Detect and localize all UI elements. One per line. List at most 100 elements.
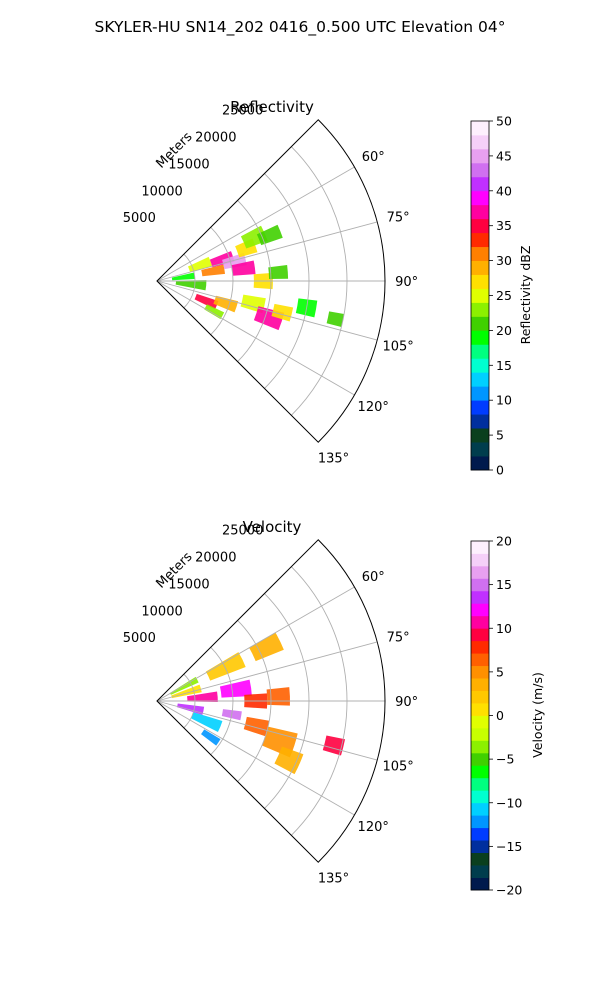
range-tick-label: 20000 (195, 131, 236, 146)
reflectivity-colorbar-label: Reflectivity dBZ (518, 246, 533, 345)
colorbar-swatch (471, 765, 489, 779)
colorbar-swatch (471, 442, 489, 457)
colorbar-swatch (471, 827, 489, 841)
radar-cell (171, 272, 195, 281)
colorbar-tick-label: 40 (496, 183, 512, 198)
azimuth-gridline (156, 700, 355, 816)
colorbar-swatch (471, 615, 489, 629)
azimuth-gridline (156, 700, 378, 761)
range-tick-label: 5000 (123, 211, 156, 226)
velocity-colorbar-label: Velocity (m/s) (530, 672, 545, 758)
colorbar-tick-label: 5 (496, 664, 504, 679)
colorbar-swatch (471, 628, 489, 642)
radar-cell (326, 311, 345, 327)
radar-cell (190, 712, 223, 733)
radar-cell (249, 632, 284, 662)
colorbar-swatch (471, 372, 489, 387)
colorbar-swatch (471, 603, 489, 617)
colorbar-swatch (471, 162, 489, 178)
colorbar-tick-label: 20 (496, 534, 512, 549)
colorbar-swatch (471, 176, 489, 192)
azimuth-tick-label: 135° (318, 452, 349, 467)
radar-cell (268, 265, 289, 280)
radar-cell (194, 293, 219, 310)
colorbar-tick-label: −15 (496, 839, 522, 854)
colorbar-tick-label: 30 (496, 253, 512, 268)
colorbar-swatch (471, 752, 489, 766)
figure-suptitle: SKYLER-HU SN14_202 0416_0.500 UTC Elevat… (95, 18, 506, 37)
colorbar-swatch (471, 553, 489, 567)
colorbar-swatch (471, 232, 489, 248)
colorbar-swatch (471, 358, 489, 373)
azimuth-tick-label: 105° (382, 340, 413, 355)
colorbar-swatch (471, 815, 489, 829)
azimuth-tick-label: 135° (318, 872, 349, 887)
colorbar-tick-label: 10 (496, 393, 512, 408)
colorbar-swatch (471, 877, 489, 891)
colorbar-swatch (471, 578, 489, 592)
azimuth-tick-label: 75° (387, 630, 410, 645)
range-tick-label: 10000 (141, 604, 182, 619)
colorbar-swatch (471, 590, 489, 604)
colorbar-swatch (471, 274, 489, 289)
colorbar-tick-label: −20 (496, 883, 522, 898)
radar-cell (271, 303, 294, 322)
colorbar-swatch (471, 386, 489, 401)
azimuth-tick-label: 105° (382, 760, 413, 775)
colorbar-tick-label: 10 (496, 621, 512, 636)
colorbar-swatch (471, 344, 489, 359)
range-tick-label: 15000 (168, 157, 209, 172)
radar-cell (219, 679, 252, 698)
colorbar-swatch (471, 456, 489, 471)
colorbar-tick-label: 50 (496, 114, 512, 129)
colorbar-swatch (471, 316, 489, 331)
azimuth-gridline (156, 280, 355, 396)
colorbar-swatch (471, 400, 489, 415)
colorbar-swatch (471, 204, 489, 220)
radar-cell (322, 735, 346, 756)
colorbar-swatch (471, 190, 489, 206)
azimuth-gridline (156, 641, 378, 702)
colorbar-tick-label: 15 (496, 358, 512, 373)
azimuth-tick-label: 120° (358, 820, 389, 835)
colorbar-swatch (471, 690, 489, 704)
colorbar-swatch (471, 121, 489, 136)
colorbar-swatch (471, 218, 489, 234)
range-tick-label: 25000 (222, 104, 263, 119)
reflectivity-panel: Reflectivity 500010000150002000025000Met… (123, 98, 533, 478)
radar-cell (201, 264, 226, 277)
data-cells (169, 632, 346, 775)
data-cells (171, 224, 345, 331)
azimuth-gridline (156, 280, 378, 341)
colorbar-swatch (471, 715, 489, 729)
colorbar-swatch (471, 246, 489, 261)
azimuth-tick-label: 60° (362, 570, 385, 585)
radar-cell (201, 729, 221, 746)
colorbar-swatch (471, 865, 489, 878)
colorbar-swatch (471, 790, 489, 804)
velocity-colorbar: −20 −15 −10 −5 0 5 10 15 20 (470, 534, 522, 898)
range-tick-label: 20000 (195, 551, 236, 566)
radar-cell (213, 295, 239, 313)
colorbar-swatch (471, 428, 489, 443)
radar-cell (187, 256, 213, 273)
range-tick-label: 10000 (141, 184, 182, 199)
colorbar-swatch (471, 653, 489, 667)
radar-cell (274, 746, 304, 775)
colorbar-swatch (471, 640, 489, 654)
colorbar-tick-label: 0 (496, 463, 504, 478)
colorbar-swatch (471, 541, 489, 554)
colorbar-swatch (471, 840, 489, 854)
azimuth-gridline (156, 586, 355, 702)
colorbar-swatch (471, 134, 489, 150)
colorbar-swatch (471, 330, 489, 345)
colorbar-swatch (471, 288, 489, 303)
colorbar-tick-label: 5 (496, 428, 504, 443)
velocity-title: Velocity (243, 518, 302, 536)
colorbar-swatch (471, 414, 489, 429)
reflectivity-colorbar: 0 5 10 15 20 25 30 35 40 45 50 (470, 114, 512, 478)
colorbar-tick-label: −5 (496, 752, 514, 767)
